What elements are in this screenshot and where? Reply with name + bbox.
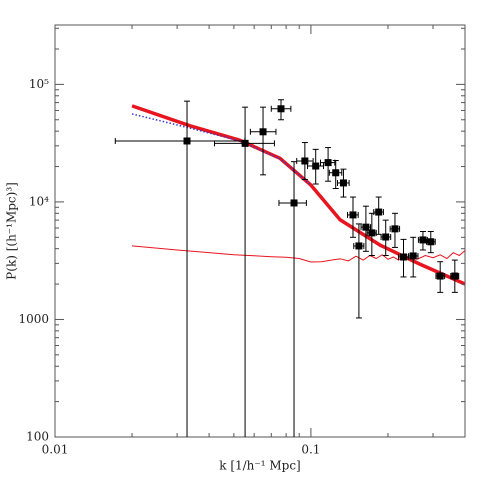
data-point — [183, 137, 191, 145]
y-axis-label: P(k) [(h⁻¹Mpc)³] — [5, 182, 19, 280]
curve — [131, 245, 465, 263]
x-tick-label: 0.01 — [42, 443, 69, 457]
data-point — [427, 238, 435, 246]
data-point — [419, 236, 427, 244]
y-tick-label: 1000 — [18, 312, 49, 326]
data-point — [399, 253, 407, 261]
data-point — [259, 128, 267, 136]
y-tick-label: 10⁴ — [29, 194, 49, 208]
x-tick-label: 0.1 — [301, 443, 320, 457]
data-point — [290, 199, 298, 207]
data-point — [391, 225, 399, 233]
data-point — [436, 272, 444, 280]
x-axis-label: k [1/h⁻¹ Mpc] — [219, 459, 301, 473]
data-point — [332, 169, 340, 177]
y-tick-label: 10⁵ — [29, 77, 49, 91]
data-point — [312, 162, 320, 170]
data-point — [382, 233, 390, 241]
data-point — [277, 105, 285, 113]
data-point — [362, 223, 370, 231]
data-point — [451, 272, 459, 280]
plot-area — [114, 99, 465, 437]
curve — [131, 113, 312, 186]
data-point — [355, 242, 363, 250]
data-point — [368, 229, 376, 237]
data-point — [375, 208, 383, 216]
data-point — [339, 179, 347, 187]
data-point — [301, 157, 309, 165]
data-point — [349, 211, 357, 219]
data-point — [324, 159, 332, 167]
y-tick-label: 100 — [26, 430, 49, 444]
data-point — [241, 139, 249, 147]
data-point — [409, 252, 417, 260]
plot-frame — [54, 24, 466, 438]
